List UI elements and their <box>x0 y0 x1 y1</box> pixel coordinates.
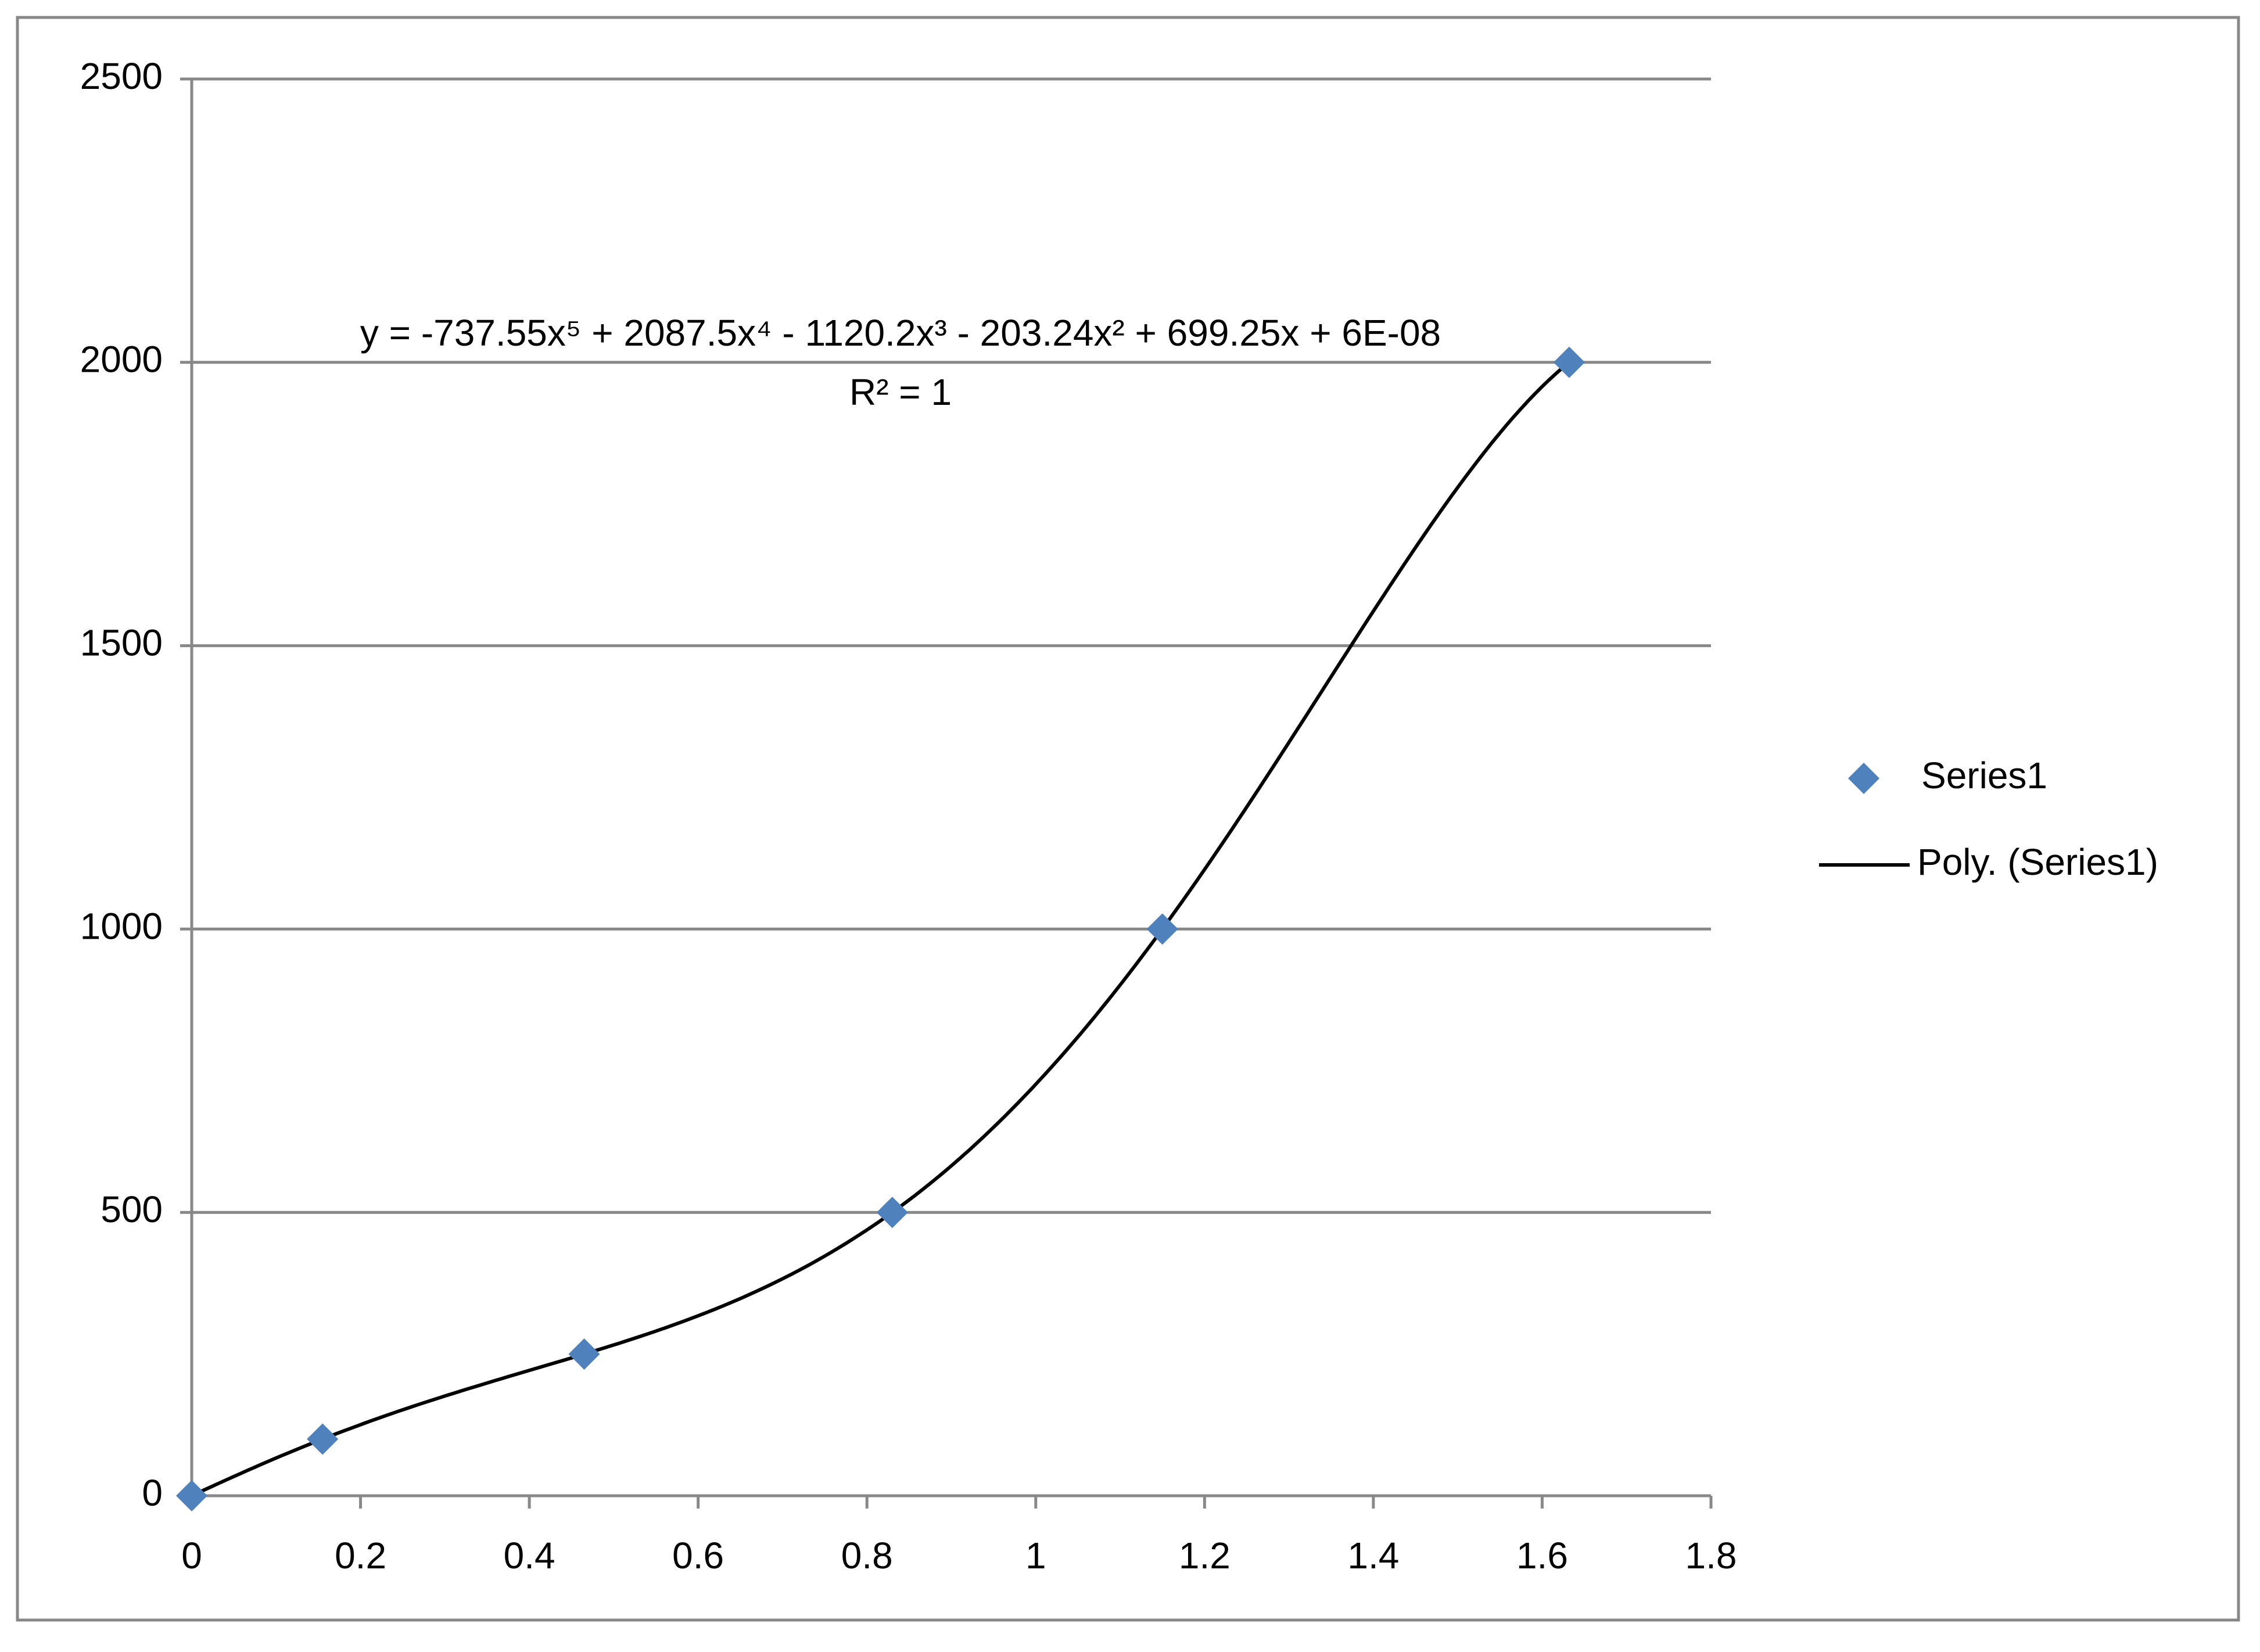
marker <box>568 1338 600 1370</box>
trendline-equation: y = -737.55x⁵ + 2087.5x⁴ - 1120.2x³ - 20… <box>360 312 1441 354</box>
x-tick-label: 0.4 <box>504 1535 555 1576</box>
x-tick-label: 0 <box>181 1535 202 1576</box>
marker <box>176 1480 207 1511</box>
x-tick-label: 0.6 <box>672 1535 724 1576</box>
chart-border <box>16 16 2240 1622</box>
marker <box>1553 346 1585 378</box>
x-tick-label: 1.4 <box>1347 1535 1399 1576</box>
x-tick-label: 0.8 <box>841 1535 893 1576</box>
y-tick-label: 500 <box>101 1188 163 1230</box>
y-tick-label: 1500 <box>80 622 163 664</box>
marker <box>1146 913 1178 945</box>
x-tick-label: 1.6 <box>1516 1535 1568 1576</box>
y-tick-label: 2500 <box>80 55 163 97</box>
y-tick-label: 2000 <box>80 339 163 380</box>
marker <box>307 1423 339 1455</box>
x-tick-label: 0.2 <box>335 1535 386 1576</box>
y-tick-label: 1000 <box>80 905 163 947</box>
marker <box>876 1197 908 1229</box>
y-tick-label: 0 <box>142 1472 163 1514</box>
trendline <box>191 361 1570 1497</box>
x-tick-label: 1.8 <box>1685 1535 1737 1576</box>
legend-label: Series1 <box>1921 755 2047 796</box>
x-tick-label: 1.2 <box>1179 1535 1231 1576</box>
legend-marker <box>1848 763 1879 794</box>
x-tick-label: 1 <box>1025 1535 1046 1576</box>
r-squared: R² = 1 <box>849 371 952 413</box>
legend-label: Poly. (Series1) <box>1917 841 2158 883</box>
